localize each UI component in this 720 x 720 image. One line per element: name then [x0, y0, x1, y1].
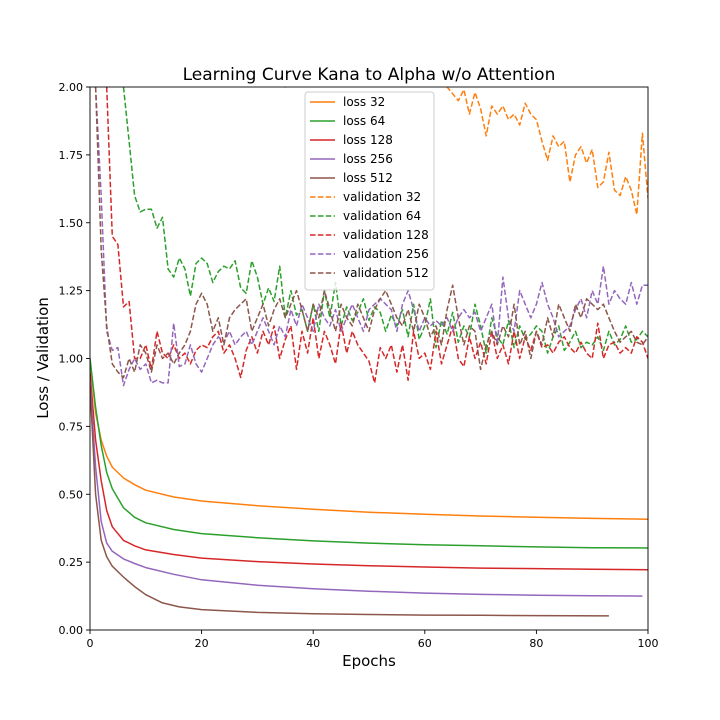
series-line-validation-128	[105, 87, 648, 384]
x-tick-label: 60	[418, 637, 432, 650]
series-line-loss-128	[90, 372, 648, 571]
x-tick-label: 100	[638, 637, 659, 650]
y-axis-ticks: 0.00 0.25 0.50 0.75 1.00 1.25 1.50 1.75 2.00	[59, 81, 90, 637]
legend-entry-label: validation 128	[343, 228, 429, 242]
legend-entry-label: validation 256	[343, 247, 429, 261]
y-tick-label: 0.00	[59, 624, 84, 637]
y-axis-label: Loss / Validation	[34, 297, 52, 419]
x-tick-label: 80	[529, 637, 543, 650]
legend-entry-label: loss 512	[343, 171, 393, 185]
y-tick-label: 1.75	[59, 149, 84, 162]
legend-entry-label: loss 256	[343, 152, 393, 166]
legend-entry-label: loss 128	[343, 133, 393, 147]
x-axis-ticks: 0 20 40 60 80 100	[87, 630, 659, 650]
legend-entry-label: loss 64	[343, 114, 385, 128]
y-tick-label: 0.75	[59, 420, 84, 433]
series-line-loss-256	[90, 380, 643, 597]
legend-entry-label: validation 32	[343, 190, 421, 204]
series-line-validation-256	[94, 87, 648, 387]
legend: loss 32 loss 64 loss 128 loss 256 loss 512 va…	[304, 91, 435, 291]
series-line-loss-512	[90, 385, 609, 617]
x-tick-label: 0	[87, 637, 94, 650]
x-tick-label: 40	[306, 637, 320, 650]
legend-entry-label: validation 64	[343, 209, 421, 223]
y-tick-label: 1.50	[59, 217, 84, 230]
y-tick-label: 2.00	[59, 81, 84, 94]
y-tick-label: 1.00	[59, 353, 84, 366]
x-tick-label: 20	[195, 637, 209, 650]
series-line-validation-32	[246, 87, 648, 216]
y-tick-label: 0.50	[59, 488, 84, 501]
series-line-loss-64	[90, 358, 648, 549]
chart-title: Learning Curve Kana to Alpha w/o Attenti…	[183, 65, 556, 85]
legend-entry-label: validation 512	[343, 266, 429, 280]
series-line-loss-32	[90, 358, 648, 520]
plot-area	[90, 87, 648, 617]
y-tick-label: 0.25	[59, 556, 84, 569]
y-tick-label: 1.25	[59, 285, 84, 298]
legend-entry-label: loss 32	[343, 95, 385, 109]
legend-box	[304, 91, 435, 291]
x-axis-label: Epochs	[342, 652, 396, 670]
series-line-validation-512	[94, 87, 648, 379]
